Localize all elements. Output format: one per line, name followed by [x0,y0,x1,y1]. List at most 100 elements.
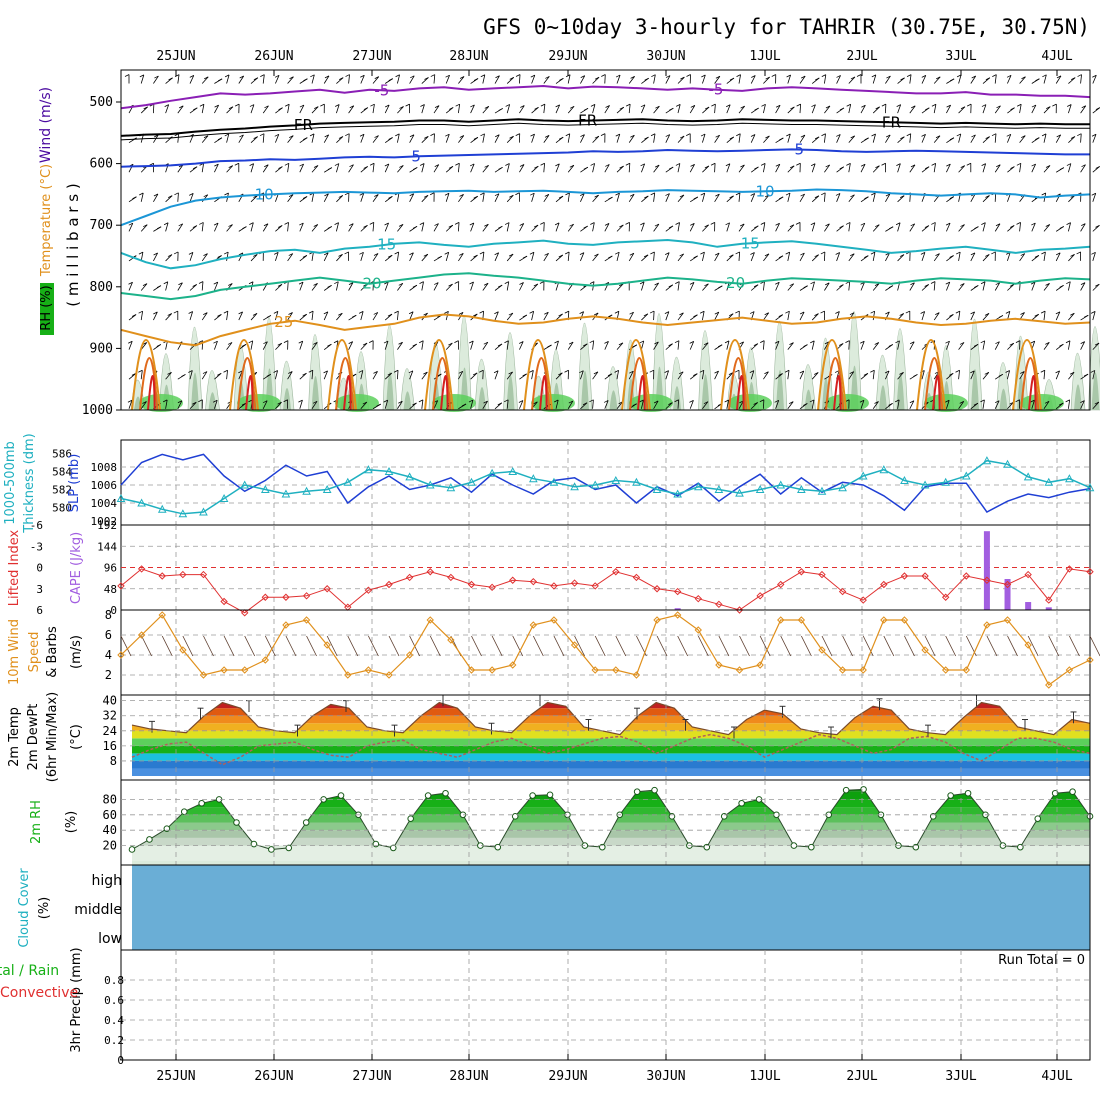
wind-barb-flag [395,133,400,137]
wind-barb [519,282,524,291]
wind-barb [421,281,424,291]
thickness-marker [776,480,786,489]
wind-barb-flag [444,310,449,314]
wind-speed-marker [673,611,682,619]
wind-barb [689,164,695,173]
wind-barb [299,222,304,232]
lifted-index-marker [529,577,538,586]
wind-barb-flag [302,255,308,258]
wind-barb-flag [799,311,805,315]
wind-barb [177,105,184,114]
wind-barb [226,224,233,232]
surface-wind-barb [801,635,812,657]
rh-marker [268,846,275,853]
wind-barb-flag [437,373,442,377]
dewpt-axis-label: 2m DewPt [26,704,41,771]
wind-barb-flag [1005,311,1011,314]
wind-barb-flag [750,252,755,255]
wind-barb-flag [239,134,244,138]
wind10-axis-label: 10m Wind [7,619,22,685]
wind-barb-flag [675,222,680,225]
surface-heat-contour [932,375,941,411]
wind-tick-label: 4 [105,648,112,662]
thickness-marker [735,488,744,497]
thickness-marker [157,504,167,513]
wind-barb [262,400,268,409]
wind-barb [763,340,765,350]
lifted-index-marker [612,568,620,576]
wind-barb [445,342,453,350]
wind-barb [763,135,770,143]
lifted-index-marker [756,592,764,600]
wind-barb-flag [871,74,877,78]
wind-barb-flag [980,399,985,403]
wind-barb [311,224,319,232]
cape-bar [983,531,990,610]
wind-barb-flag [870,369,875,373]
cape-tick-label: 192 [97,519,117,532]
wind-barb-flag [437,255,442,259]
surface-heat-contour [424,339,454,411]
surface-heat-contour [728,357,748,411]
wind-barb [848,194,855,203]
wind-barb [1043,74,1047,84]
wind-barb-flag [789,342,794,345]
wind-speed-marker [323,641,331,649]
rh-plume [308,334,323,411]
wind-barb [262,133,265,143]
wind-barb [128,400,133,409]
wind-barb [982,399,985,409]
wind-tick-label: 2 [105,668,112,682]
wind-barb-flag [554,222,560,226]
wind-barb-flag [253,77,259,81]
thickness-marker [755,484,765,493]
wind-barb [824,74,827,84]
wind-barb-flag [600,133,606,137]
wind-barb-flag [480,74,486,78]
wind-barb [738,223,745,232]
surface-heat-contour [720,339,750,411]
rh-plume-core [311,376,320,410]
wind-barb [555,372,563,380]
wind-barb [592,163,596,173]
wind-barb [336,313,343,321]
lifted-index-marker [941,593,950,601]
rh-band [132,789,1090,792]
wind-barb-flag [174,192,179,196]
wind-barb [872,74,877,84]
wind-barb-flag [540,222,545,225]
lifted-index-marker [653,585,661,593]
wind-barb [153,193,159,202]
wind-barb-flag [949,137,955,141]
wind-barb-flag [740,105,745,109]
wind-barb-flag [448,342,453,346]
wind-barb [323,311,329,321]
wind-barb [397,165,404,173]
wind-barb [653,74,656,84]
wind-barb-flag [714,370,719,374]
wind-barb-flag [859,399,865,403]
surface-heat-contour [327,339,357,411]
cape-tick-label: 48 [104,583,117,596]
wind-barb-flag [424,77,429,80]
wind-barb-flag [529,310,534,314]
wind-barb [262,223,269,232]
wind-barb-flag [503,399,509,403]
wind-barb-flag [995,282,1000,286]
surface-wind-barb [553,635,565,657]
wind-barb [348,282,354,291]
wind-barb-flag [753,284,759,288]
wind-barb [433,223,439,232]
surface-wind-barb [986,635,998,657]
wind-speed-marker [240,666,249,674]
surface-wind-barb [615,635,627,657]
wind-barb-flag [739,341,744,345]
wind-barb [482,224,489,232]
thickness-marker [260,484,270,493]
wind-barb-flag [298,340,303,344]
wind-barb-flag [583,107,589,111]
wind-barb-flag [313,165,319,168]
wind-barb [1043,283,1050,291]
wind-barb [653,341,659,350]
li-tick-label: 0 [36,562,43,575]
